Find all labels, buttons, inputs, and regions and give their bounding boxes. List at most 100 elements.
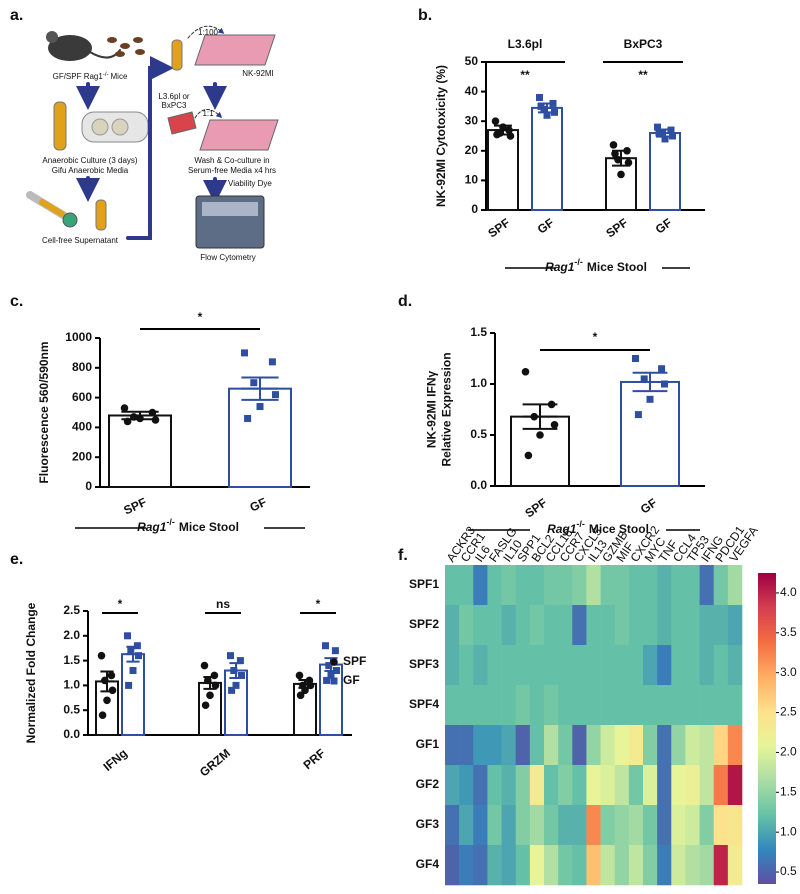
data-point xyxy=(661,135,669,143)
heatmap-cell xyxy=(671,845,686,886)
heatmap-cell xyxy=(671,725,686,766)
heatmap-cell xyxy=(628,685,644,726)
heatmap-cell xyxy=(600,565,616,606)
data-point xyxy=(493,130,501,139)
colorbar-tick-label: 2.5 xyxy=(780,705,797,719)
heatmap-cell xyxy=(473,605,488,646)
row-label: GF1 xyxy=(416,737,440,751)
flask-icon xyxy=(167,111,197,135)
data-point xyxy=(306,681,315,690)
heatmap-cell xyxy=(473,765,488,806)
panel-label: e. xyxy=(10,551,23,568)
coculture-label: Wash & Co-culture in xyxy=(194,156,269,165)
data-point xyxy=(521,367,530,376)
tube-icon xyxy=(53,101,67,151)
plate-icon xyxy=(194,34,276,66)
dish xyxy=(111,118,129,136)
heatmap-cell xyxy=(544,725,559,766)
data-point xyxy=(236,657,244,665)
data-point xyxy=(127,647,135,655)
heatmap-cell xyxy=(515,845,531,886)
label-part: GF/SPF Rag1 xyxy=(53,72,104,81)
heatmap-cell xyxy=(459,565,474,606)
data-point xyxy=(506,132,515,140)
x-tick-label: GF xyxy=(638,496,660,517)
x-tick-label: PRF xyxy=(301,746,328,772)
error-bar xyxy=(632,371,668,393)
heatmap-cell xyxy=(501,565,517,606)
data-point xyxy=(499,123,507,131)
heatmap-cell xyxy=(713,685,729,726)
heatmap-cell xyxy=(713,765,729,806)
heatmap-cell xyxy=(572,605,587,646)
heatmap-cell xyxy=(515,605,531,646)
data-point xyxy=(543,111,551,119)
bar xyxy=(224,669,248,737)
y-tick-label: 400 xyxy=(72,420,92,434)
superscript: -/- xyxy=(103,72,109,78)
mouse-ear xyxy=(46,31,58,43)
tube-icon xyxy=(171,39,183,71)
data-point xyxy=(200,661,209,670)
heatmap-cell xyxy=(628,725,644,766)
heatmap-cell xyxy=(473,805,488,846)
error-bar xyxy=(241,376,279,401)
x-axis-title: Rag1-/- Mice Stool xyxy=(547,519,649,536)
heatmap-cell xyxy=(614,765,630,806)
heatmap-cell xyxy=(628,605,644,646)
data-point xyxy=(256,403,264,411)
heatmap-cell xyxy=(685,685,700,726)
heatmap-cell xyxy=(628,565,644,606)
row-label: GF3 xyxy=(416,817,440,831)
heatmap-cell xyxy=(515,685,531,726)
heatmap-cell xyxy=(685,845,700,886)
heatmap-cell xyxy=(657,805,672,846)
data-point xyxy=(623,147,631,155)
x-tick-label: GF xyxy=(653,216,675,237)
data-point xyxy=(123,417,132,426)
y-tick-label: 1000 xyxy=(65,330,92,344)
heatmap-cell xyxy=(515,645,531,686)
cells-label: NK-92MI xyxy=(242,69,274,78)
y-tick-label: 0 xyxy=(85,479,92,493)
heatmap-cell xyxy=(529,845,545,886)
heatmap-cell xyxy=(515,565,531,606)
significance-label: * xyxy=(118,597,123,611)
heatmap-cell xyxy=(544,765,559,806)
x-tick-label: GF xyxy=(248,495,269,515)
heatmap-cell xyxy=(628,845,644,886)
panel-label: d. xyxy=(398,293,412,310)
x-tick-label: SPF xyxy=(485,216,512,241)
data-point xyxy=(211,681,220,690)
heatmap-cell xyxy=(727,845,743,886)
x-title-sup: -/- xyxy=(574,257,583,267)
y-tick-label: 0 xyxy=(471,202,478,216)
heatmap-cell xyxy=(487,805,502,846)
heatmap-cell xyxy=(544,805,559,846)
heatmap-cell xyxy=(643,645,658,686)
heatmap-cell xyxy=(643,565,658,606)
culture-label: Gifu Anaerobic Media xyxy=(52,166,129,175)
heatmap-cell xyxy=(699,605,715,646)
tube-icon xyxy=(95,199,107,231)
heatmap-cell xyxy=(671,645,686,686)
heatmap-cell xyxy=(643,845,658,886)
heatmap-cell xyxy=(473,725,488,766)
legend-label: SPF xyxy=(343,654,366,668)
data-point xyxy=(330,658,338,666)
data-point xyxy=(136,414,144,423)
heatmap-cell xyxy=(501,725,517,766)
x-tick-label: SPF xyxy=(122,495,149,518)
heatmap-cell xyxy=(459,605,474,646)
row-label: SPF1 xyxy=(409,577,439,591)
y-tick-label: 1.5 xyxy=(470,325,487,339)
label-part: Mice xyxy=(111,72,128,81)
heatmap-cell xyxy=(614,565,630,606)
mice-label: GF/SPF Rag1-/- Mice xyxy=(53,72,128,82)
heatmap-cell xyxy=(501,845,517,886)
heatmap-cell xyxy=(713,725,729,766)
data-point xyxy=(551,108,558,116)
data-point xyxy=(325,662,333,670)
heatmap-cell xyxy=(487,605,502,646)
